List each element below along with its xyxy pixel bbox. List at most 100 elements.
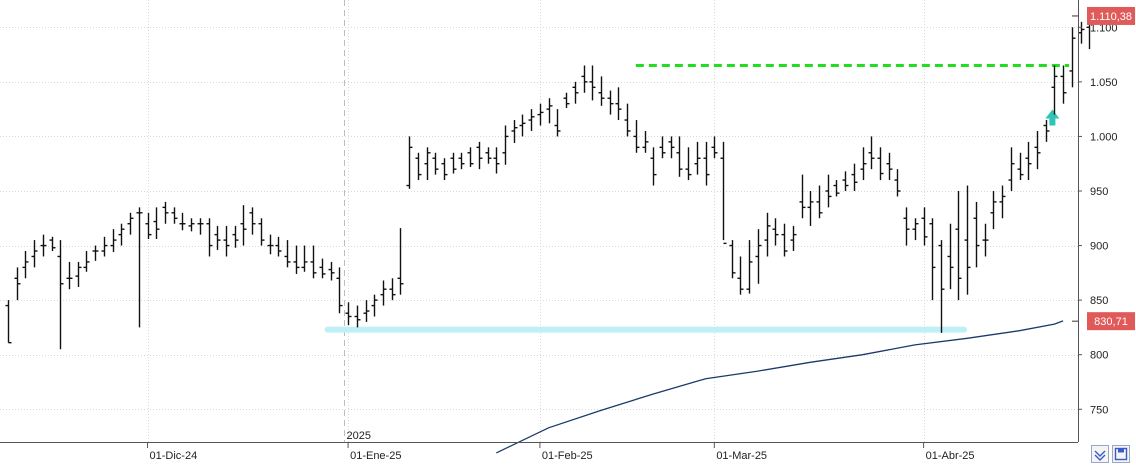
x-tick-label: 01-Mar-25 (716, 450, 767, 462)
last-price-badge-bg (1087, 6, 1135, 25)
ohlc-bar (293, 245, 300, 274)
ohlc-bar (833, 180, 840, 197)
ohlc-bar (825, 174, 832, 208)
ohlc-bar (746, 240, 753, 294)
ohlc-bar (519, 114, 526, 137)
save-button[interactable] (1112, 445, 1130, 463)
grid (0, 0, 1078, 442)
ohlc-bar (145, 212, 152, 240)
collapse-down-icon (1094, 450, 1106, 461)
ohlc-bar (179, 212, 186, 231)
ohlc-bar (5, 300, 12, 344)
ohlc-bar (598, 76, 605, 106)
ohlc-bar (267, 234, 274, 255)
ohlc-bar (877, 147, 884, 181)
ohlc-bar (1034, 130, 1041, 170)
ohlc-bar (22, 251, 29, 279)
ohlc-bar (363, 300, 370, 322)
ohlc-bar (668, 136, 675, 159)
ohlc-bar (153, 207, 160, 240)
ohlc-bar (607, 90, 614, 115)
ohlc-bar (711, 136, 718, 159)
ohlc-bar (284, 240, 291, 268)
ohlc-bar (232, 225, 239, 248)
ohlc-bar (432, 152, 439, 175)
ohlc-bar (415, 152, 422, 181)
ohlc-bar (929, 218, 936, 301)
ohlc-bar (581, 65, 588, 93)
ohlc-bar (75, 261, 82, 288)
ohlc-bar (249, 207, 256, 235)
annotation-layer (324, 63, 1070, 333)
ohlc-bar (650, 147, 657, 186)
ohlc-bar (1069, 27, 1076, 88)
ohlc-bar (127, 212, 134, 235)
ohlc-bar (345, 302, 352, 326)
y-tick-label: 1.100 (1090, 22, 1118, 34)
ohlc-bar (214, 225, 221, 250)
ohlc-bar (83, 251, 90, 272)
ohlc-bar (14, 267, 21, 301)
ohlc-bar (328, 261, 335, 281)
collapse-button[interactable] (1091, 445, 1109, 463)
ohlc-bar (389, 278, 396, 301)
ohlc-bar (537, 103, 544, 126)
ohlc-bar (528, 109, 535, 131)
ohlc-bar (868, 136, 875, 170)
moving-average-badge-bg (1087, 312, 1135, 331)
price-badges: 1.110,38 830,71 (1072, 6, 1135, 331)
save-button-frame (1112, 445, 1130, 463)
ohlc-bar (659, 136, 666, 159)
y-tick-label: 850 (1090, 295, 1108, 307)
ohlc-bar (799, 174, 806, 219)
y-tick-label: 900 (1090, 241, 1108, 253)
ohlc-bar (737, 256, 744, 295)
ohlc-bar (642, 130, 649, 153)
ohlc-bar (162, 201, 169, 224)
ohlc-bar (424, 147, 431, 181)
collapse-button-frame (1091, 445, 1109, 463)
ohlc-bar (694, 141, 701, 175)
ohlc-bar (772, 218, 779, 246)
ohlc-bar (886, 152, 893, 181)
ohlc-bar (894, 169, 901, 197)
ohlc-bar (66, 261, 73, 290)
x-tick-label: 01-Ene-25 (350, 450, 401, 462)
ohlc-bar (223, 225, 230, 257)
ohlc-bar (572, 81, 579, 104)
ohlc-bar (1051, 65, 1058, 115)
ohlc-bar (1008, 147, 1015, 191)
ohlc-bar (197, 218, 204, 235)
ohlc-bar (275, 236, 282, 257)
ohlc-bar (615, 87, 622, 121)
ohlc-bar (964, 185, 971, 295)
ohlc-bar (31, 240, 38, 268)
y-tick-label: 1.050 (1090, 77, 1118, 89)
ohlc-bar (301, 245, 308, 272)
ohlc-bar (729, 240, 736, 279)
ohlc-bar (790, 225, 797, 252)
ohlc-bar (554, 109, 561, 137)
ohlc-bar (450, 152, 457, 174)
ohlc-bar (1060, 65, 1067, 104)
toolbar[interactable] (1091, 445, 1130, 463)
ohlc-bar (589, 65, 596, 101)
ohlc-bar (755, 229, 762, 284)
ohlc-bar (310, 245, 317, 279)
ohlc-bar (990, 190, 997, 230)
ohlc-bar (1078, 21, 1085, 44)
ohlc-bar (676, 136, 683, 177)
ohlc-bar (493, 147, 500, 174)
ohlc-bar (703, 141, 710, 186)
ohlc-bar (1043, 120, 1050, 142)
ohlc-bar (49, 236, 56, 252)
ohlc-bar (973, 201, 980, 268)
ohlc-bar (502, 125, 509, 165)
ohlc-bar (380, 280, 387, 306)
ohlc-bar (999, 185, 1006, 219)
ohlc-bar (511, 120, 518, 143)
ohlc-bar (458, 152, 465, 170)
ohlc-bar (842, 171, 849, 191)
ohlc-bar (1017, 152, 1024, 181)
x-tick-label: 01-Abr-25 (926, 450, 975, 462)
